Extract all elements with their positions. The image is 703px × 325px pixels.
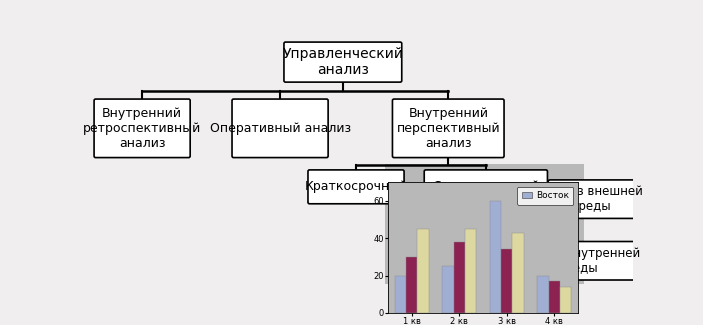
Bar <box>465 229 477 313</box>
Bar <box>453 242 465 313</box>
Text: Анализ внешней
среды: Анализ внешней среды <box>539 185 643 213</box>
Bar <box>537 276 548 313</box>
Text: Внутренний
ретроспективный
анализ: Внутренний ретроспективный анализ <box>83 107 201 150</box>
Bar <box>548 281 560 313</box>
Bar <box>490 201 501 313</box>
Text: Внутренний
перспективный
анализ: Внутренний перспективный анализ <box>396 107 500 150</box>
Bar <box>418 229 429 313</box>
FancyBboxPatch shape <box>284 42 401 82</box>
Text: Стратегический: Стратегический <box>432 180 540 193</box>
Bar <box>442 266 453 313</box>
Text: Управленческий
анализ: Управленческий анализ <box>283 47 404 77</box>
Text: Анализ внутренней
среды: Анализ внутренней среды <box>517 247 640 275</box>
FancyBboxPatch shape <box>548 180 634 218</box>
FancyBboxPatch shape <box>232 99 328 158</box>
Bar <box>512 232 524 313</box>
Bar <box>501 249 512 313</box>
FancyBboxPatch shape <box>392 99 504 158</box>
Bar <box>406 257 418 313</box>
Text: Оперативный анализ: Оперативный анализ <box>209 122 351 135</box>
FancyBboxPatch shape <box>94 99 191 158</box>
Bar <box>560 287 572 313</box>
Text: Краткосрочный: Краткосрочный <box>304 180 408 193</box>
FancyBboxPatch shape <box>424 170 548 204</box>
Bar <box>385 164 584 284</box>
Legend: Восток: Восток <box>517 187 574 204</box>
FancyBboxPatch shape <box>524 241 634 280</box>
Bar <box>394 276 406 313</box>
FancyBboxPatch shape <box>308 170 404 204</box>
